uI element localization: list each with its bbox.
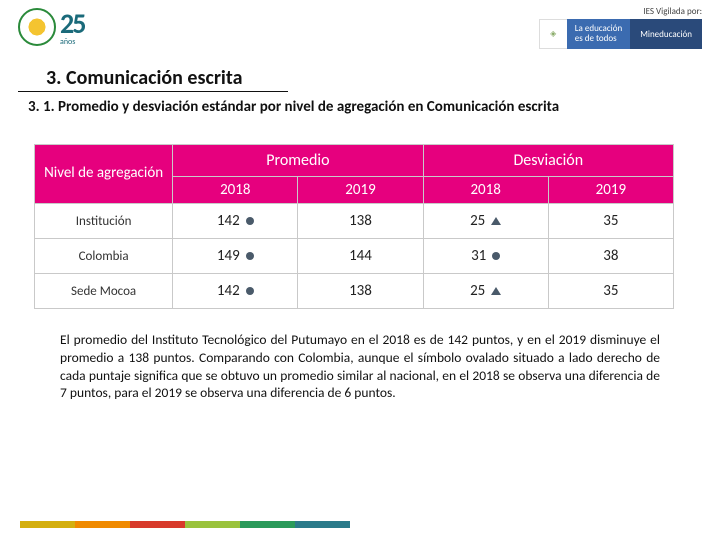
triangle-icon (491, 287, 501, 295)
cell-desv-2019: 35 (548, 204, 673, 239)
oval-icon (492, 252, 500, 260)
cell-promedio-2018: 142 (173, 274, 298, 309)
cell-promedio-2018: 149 (173, 239, 298, 274)
table-row: Sede Mocoa1421382535 (35, 274, 674, 309)
cell-promedio-2019: 144 (298, 239, 423, 274)
th-year-p-2019: 2019 (298, 177, 423, 204)
header-right: IES Vigilada por: ◈ La educación es de t… (539, 6, 702, 49)
gov-banner: ◈ La educación es de todos Mineducación (539, 19, 702, 49)
cell-desv-2019: 35 (548, 274, 673, 309)
gov-slogan: La educación es de todos (567, 19, 630, 49)
oval-icon (246, 217, 254, 225)
footer-stripe (20, 521, 350, 528)
cell-promedio-2019: 138 (298, 274, 423, 309)
subsection-title: 3. 1. Promedio y desviación estándar por… (0, 98, 720, 126)
oval-icon (246, 252, 254, 260)
table-header-row-1: Nivel de agregación Promedio Desviación (35, 145, 674, 177)
row-label: Sede Mocoa (35, 274, 173, 309)
cell-desv-2019: 38 (548, 239, 673, 274)
th-promedio: Promedio (173, 145, 423, 177)
cell-promedio-2018: 142 (173, 204, 298, 239)
th-year-d-2018: 2018 (423, 177, 548, 204)
body-paragraph: El promedio del Instituto Tecnológico de… (0, 309, 720, 402)
gov-shield-icon: ◈ (539, 19, 567, 49)
vigilada-label: IES Vigilada por: (643, 6, 702, 17)
th-level: Nivel de agregación (35, 145, 173, 204)
oval-icon (246, 287, 254, 295)
gov-ministry: Mineducación (630, 19, 702, 49)
cell-desv-2018: 31 (423, 239, 548, 274)
gov-line2: es de todos (575, 34, 622, 44)
th-year-d-2019: 2019 (548, 177, 673, 204)
table-body: Institución1421382535Colombia1491443138S… (35, 204, 674, 309)
logo-text-block: 25 años (60, 6, 84, 47)
triangle-icon (491, 217, 501, 225)
cell-promedio-2019: 138 (298, 204, 423, 239)
row-label: Colombia (35, 239, 173, 274)
logo-number: 25 (60, 6, 84, 41)
section-title: 3. Comunicación escrita (18, 60, 288, 92)
logo-left: 25 años (18, 6, 84, 47)
row-label: Institución (35, 204, 173, 239)
th-desviacion: Desviación (423, 145, 673, 177)
data-table: Nivel de agregación Promedio Desviación … (34, 144, 674, 309)
table-row: Institución1421382535 (35, 204, 674, 239)
th-year-p-2018: 2018 (173, 177, 298, 204)
header-band: 25 años IES Vigilada por: ◈ La educación… (0, 0, 720, 60)
cell-desv-2018: 25 (423, 274, 548, 309)
cell-desv-2018: 25 (423, 204, 548, 239)
institution-logo-icon (18, 8, 56, 46)
table-row: Colombia1491443138 (35, 239, 674, 274)
